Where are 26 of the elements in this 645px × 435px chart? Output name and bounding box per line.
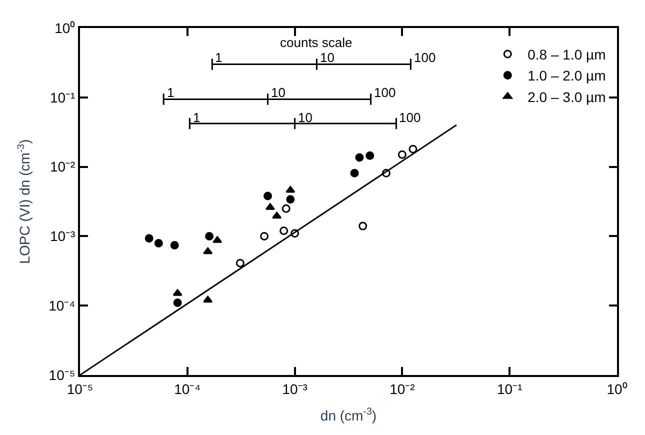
y-tick-label: 10⁻² <box>50 158 76 175</box>
annotation: 100 <box>414 50 436 65</box>
annotation: 100 <box>399 110 421 125</box>
x-tick-label: 10⁻¹ <box>496 380 523 397</box>
x-tick-label: 10⁰ <box>606 380 628 397</box>
annotation: 1 <box>193 110 200 125</box>
legend-label: 0.8 – 1.0 µm <box>528 46 606 62</box>
y-tick-label: 10⁻¹ <box>50 89 76 106</box>
x-tick-label: 10⁻⁴ <box>174 380 201 397</box>
legend-label: 1.0 – 2.0 µm <box>528 68 606 84</box>
annotation: counts scale <box>280 35 352 50</box>
annotation: 1 <box>215 50 222 65</box>
x-tick-label: 10⁻⁵ <box>66 380 94 397</box>
x-axis-title: dn (cm$^{-3}$) <box>320 406 377 424</box>
x-tick-label: 10⁻³ <box>282 380 308 397</box>
annotation: 100 <box>374 85 396 100</box>
annotation: 1 <box>167 85 174 100</box>
y-tick-label: 10⁻⁵ <box>48 366 76 383</box>
annotation: 10 <box>298 110 312 125</box>
y-tick-label: 10⁻³ <box>50 228 76 244</box>
x-tick-label: 10⁻² <box>390 380 416 397</box>
legend-label: 2.0 – 3.0 µm <box>528 88 606 105</box>
y-tick-label: 10⁻⁴ <box>48 298 76 314</box>
y-tick-label: 10⁰ <box>54 20 76 36</box>
annotation: 10 <box>320 50 334 65</box>
annotation: 10 <box>271 85 286 100</box>
